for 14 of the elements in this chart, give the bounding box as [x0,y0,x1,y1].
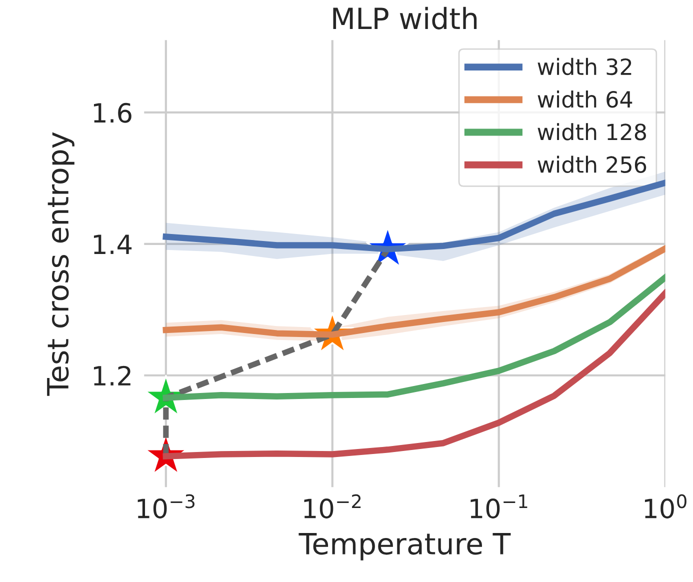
y-tick-label: 1.4 [94,234,132,254]
x-tick-label: 10$^{0}$ [644,494,686,518]
x-tick-label: 10$^{−2}$ [304,494,361,518]
x-axis-title: Temperature T [298,533,511,560]
x-tick-label: 10$^{−3}$ [138,494,194,518]
legend-label: width 64 [538,90,632,108]
legend-label: width 32 [538,58,632,76]
legend-label: width 256 [538,156,646,173]
y-tick-label: 1.6 [94,102,132,123]
legend-label: width 128 [538,123,646,140]
y-axis-title: Test cross entropy [47,132,74,396]
chart-title: MLP width [333,6,477,30]
y-tick-label: 1.2 [94,366,130,386]
x-tick-label: 10$^{−1}$ [470,494,528,518]
